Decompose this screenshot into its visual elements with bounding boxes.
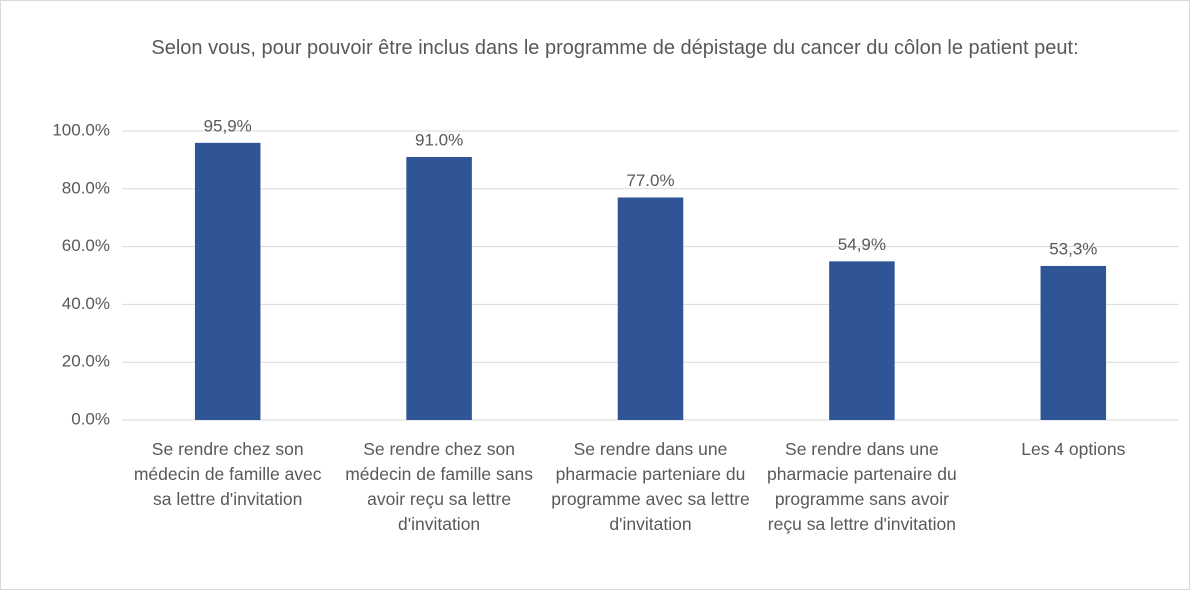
y-tick-label: 100.0% (52, 120, 110, 139)
y-tick-label: 40.0% (62, 294, 110, 313)
data-label: 77.0% (626, 171, 674, 190)
data-label: 91.0% (415, 130, 463, 149)
y-tick-label: 80.0% (62, 178, 110, 197)
x-tick-label: Se rendre dans une pharmacie partenaire … (767, 439, 957, 534)
data-label: 95,9% (204, 116, 252, 135)
bar (194, 142, 261, 420)
x-tick-label: Se rendre chez son médecin de famille sa… (345, 439, 533, 534)
y-tick-label: 20.0% (62, 352, 110, 371)
x-tick-label: Se rendre dans une pharmacie parteniare … (551, 439, 750, 534)
x-tick-label: Se rendre chez son médecin de famille av… (133, 439, 322, 509)
bar (829, 261, 895, 420)
chart-title: Selon vous, pour pouvoir être inclus dan… (151, 37, 1079, 59)
bar (1040, 265, 1107, 420)
x-tick-label: Les 4 options (1021, 439, 1126, 459)
data-label: 54,9% (838, 235, 886, 254)
bar (406, 157, 472, 420)
bar (617, 197, 684, 420)
y-tick-label: 0.0% (71, 409, 110, 428)
y-tick-label: 60.0% (62, 236, 110, 255)
data-label: 53,3% (1049, 239, 1097, 258)
